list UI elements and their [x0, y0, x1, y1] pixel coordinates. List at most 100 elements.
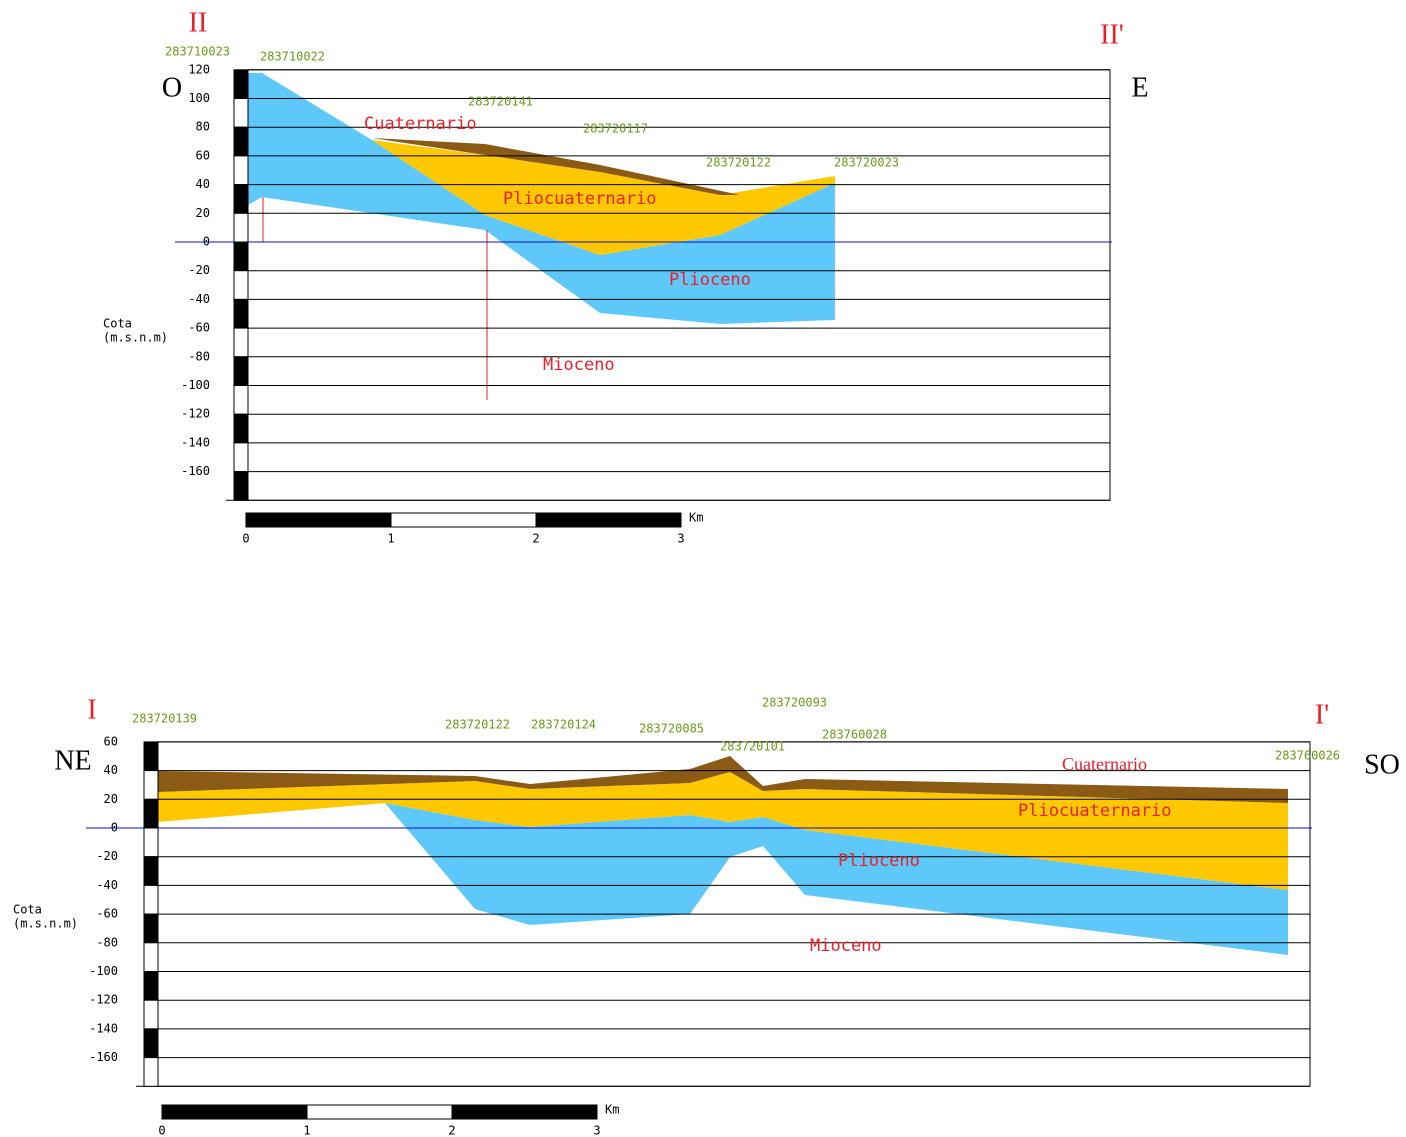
- scale-column: [234, 70, 248, 99]
- scale-column: [144, 1000, 158, 1029]
- scale-tick-label: 2: [448, 1124, 455, 1137]
- scale-bar: [391, 513, 536, 527]
- scale-tick-label: 0: [158, 1124, 165, 1137]
- scale-column: [234, 357, 248, 386]
- y-tick-label: 40: [196, 177, 210, 191]
- y-tick-label: -140: [89, 1021, 118, 1035]
- scale-column: [144, 799, 158, 828]
- scale-bar: [162, 1105, 307, 1119]
- y-tick-label: -60: [188, 321, 210, 335]
- well-label: 283720085: [639, 722, 704, 736]
- section-end: II': [1100, 19, 1124, 50]
- section-end: I': [1315, 699, 1329, 730]
- unit-label: Mioceno: [810, 936, 882, 956]
- unit-label: Mioceno: [543, 355, 615, 375]
- well-label: 283720023: [834, 156, 899, 170]
- scale-column: [234, 213, 248, 242]
- y-tick-label: 80: [196, 120, 210, 134]
- scale-column: [144, 742, 158, 771]
- scale-column: [144, 828, 158, 857]
- unit-label: Cuaternario: [1062, 754, 1147, 774]
- scale-column: [144, 943, 158, 972]
- scale-column: [234, 386, 248, 415]
- scale-column: [144, 1029, 158, 1058]
- y-tick-label: -100: [181, 378, 210, 392]
- well-label: 283760028: [822, 728, 887, 742]
- y-tick-label: -160: [181, 464, 210, 478]
- scale-bar: [452, 1105, 597, 1119]
- well-label: 283720122: [445, 718, 510, 732]
- y-tick-label: -80: [96, 935, 118, 949]
- y-tick-label: 20: [196, 206, 210, 220]
- scale-column: [144, 972, 158, 1001]
- y-tick-label: -40: [188, 292, 210, 306]
- y-tick-label: -80: [188, 349, 210, 363]
- scale-column: [144, 1058, 158, 1087]
- axis-title: Cota: [103, 317, 132, 331]
- well-label: 283720141: [468, 95, 533, 109]
- y-tick-label: -40: [96, 878, 118, 892]
- scale-column: [144, 857, 158, 886]
- direction-left: NE: [54, 745, 91, 776]
- well-label: 283760026: [1275, 749, 1340, 763]
- y-tick-label: -100: [89, 964, 118, 978]
- unit-label: Pliocuaternario: [503, 189, 657, 209]
- scale-column: [234, 127, 248, 156]
- scale-tick-label: 1: [303, 1124, 310, 1137]
- cross-sections: 120100806040200-20-40-60-80-100-120-140-…: [0, 0, 1406, 1137]
- scale-unit: Km: [689, 511, 703, 525]
- scale-tick-label: 3: [677, 532, 684, 546]
- direction-right: SO: [1364, 749, 1400, 780]
- well-label: 283720139: [132, 712, 197, 726]
- section-start: I: [87, 694, 96, 725]
- y-tick-label: 20: [104, 792, 118, 806]
- y-tick-label: -140: [181, 435, 210, 449]
- scale-bar: [536, 513, 681, 527]
- y-tick-label: 100: [188, 91, 210, 105]
- scale-tick-label: 1: [387, 532, 394, 546]
- scale-column: [144, 885, 158, 914]
- axis-unit: (m.s.n.m): [13, 917, 78, 931]
- unit-label: Pliocuaternario: [1018, 801, 1172, 821]
- axis-unit: (m.s.n.m): [103, 331, 168, 345]
- y-tick-label: 120: [188, 62, 210, 76]
- scale-unit: Km: [605, 1103, 619, 1117]
- axis-title: Cota: [13, 903, 42, 917]
- direction-left: O: [162, 72, 182, 103]
- y-tick-label: 60: [104, 734, 118, 748]
- y-tick-label: -20: [188, 263, 210, 277]
- scale-column: [144, 771, 158, 800]
- unit-label: Plioceno: [838, 851, 920, 871]
- well-label: 283720101: [720, 740, 785, 754]
- scale-column: [234, 99, 248, 128]
- y-tick-label: -120: [89, 993, 118, 1007]
- unit-label: Cuaternario: [364, 114, 477, 134]
- unit-label: Plioceno: [669, 270, 751, 290]
- y-tick-label: 40: [104, 763, 118, 777]
- scale-bar: [246, 513, 391, 527]
- scale-tick-label: 0: [242, 532, 249, 546]
- scale-column: [234, 299, 248, 328]
- y-tick-label: -160: [89, 1050, 118, 1064]
- direction-right: E: [1131, 72, 1148, 103]
- y-tick-label: -60: [96, 907, 118, 921]
- scale-column: [234, 271, 248, 300]
- y-tick-label: -20: [96, 849, 118, 863]
- well-label: 283710023: [165, 45, 230, 59]
- scale-tick-label: 3: [593, 1124, 600, 1137]
- y-tick-label: 60: [196, 148, 210, 162]
- scale-column: [234, 242, 248, 271]
- scale-column: [234, 185, 248, 214]
- well-label: 283720117: [583, 122, 648, 136]
- scale-column: [234, 328, 248, 357]
- scale-column: [234, 156, 248, 185]
- scale-bar: [307, 1105, 452, 1119]
- scale-column: [234, 443, 248, 472]
- section-start: II: [189, 7, 208, 38]
- well-label: 283710022: [260, 50, 325, 64]
- well-label: 283720122: [706, 156, 771, 170]
- well-label: 283720124: [531, 718, 596, 732]
- scale-tick-label: 2: [532, 532, 539, 546]
- scale-column: [234, 414, 248, 443]
- scale-column: [234, 472, 248, 501]
